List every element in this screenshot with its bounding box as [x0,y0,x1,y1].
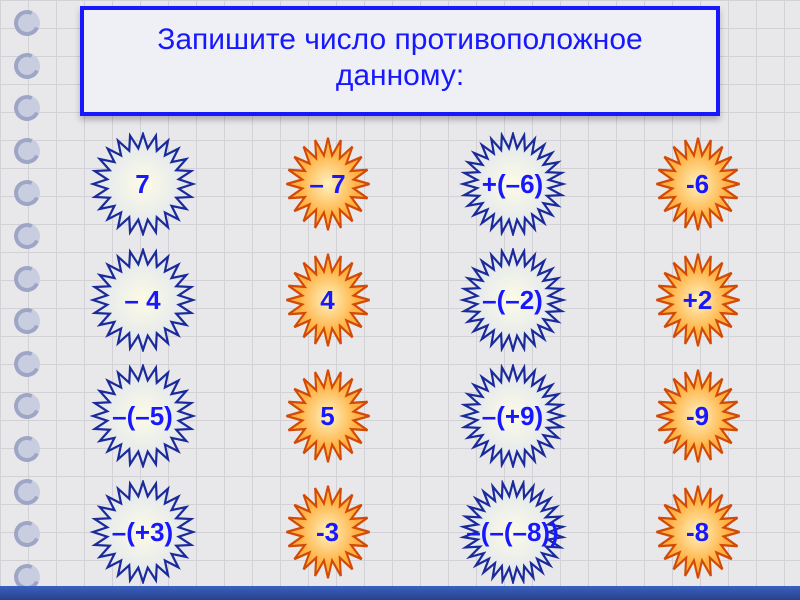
burst-label-11: -9 [686,401,709,432]
burst-5: 4 [263,250,393,350]
burst-label-3: -6 [686,169,709,200]
burst-label-0: 7 [135,169,149,200]
title-box: Запишите число противоположное данному: [80,6,720,116]
burst-8: –(–5) [68,364,218,468]
burst-3: -6 [633,134,763,234]
burst-label-4: – 4 [124,285,160,316]
burst-label-5: 4 [320,285,334,316]
burst-label-1: – 7 [309,169,345,200]
burst-label-13: -3 [316,517,339,548]
burst-label-7: +2 [683,285,713,316]
burst-label-6: –(–2) [482,285,543,316]
burst-7: +2 [633,250,763,350]
burst-13: -3 [263,482,393,582]
bursts-grid: 7 – 7 +(–6) [50,128,790,588]
burst-label-12: –(+3) [112,517,173,548]
burst-10: –(+9) [438,364,588,468]
burst-0: 7 [68,132,218,236]
title-text: Запишите число противоположное данному: [98,22,702,94]
burst-9: 5 [263,366,393,466]
burst-6: –(–2) [438,248,588,352]
burst-label-9: 5 [320,401,334,432]
spiral-binding [14,10,44,590]
burst-15: -8 [633,482,763,582]
burst-4: – 4 [68,248,218,352]
bottom-bar [0,586,800,600]
burst-label-10: –(+9) [482,401,543,432]
burst-label-2: +(–6) [482,169,543,200]
burst-12: –(+3) [68,480,218,584]
burst-2: +(–6) [438,132,588,236]
burst-label-15: -8 [686,517,709,548]
burst-1: – 7 [263,134,393,234]
burst-label-8: –(–5) [112,401,173,432]
burst-14: –(–(–8)) [438,480,588,584]
burst-label-14: –(–(–8)) [466,517,558,548]
burst-11: -9 [633,366,763,466]
